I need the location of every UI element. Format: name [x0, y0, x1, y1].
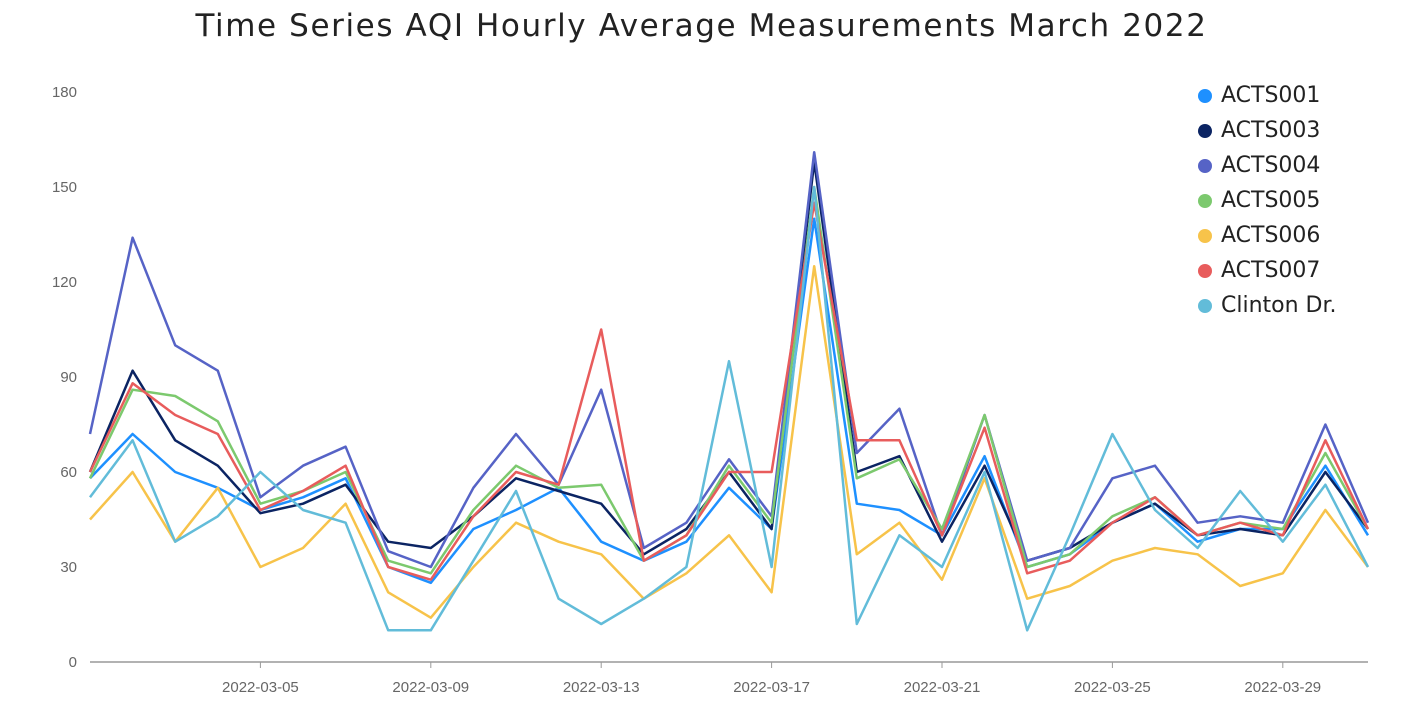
y-tick-label: 30: [60, 559, 77, 576]
legend-marker: [1198, 228, 1212, 243]
legend-label: ACTS001: [1221, 83, 1321, 108]
x-axis: 2022-03-05 2022-03-09 2022-03-13 2022-03-17…: [222, 662, 1321, 696]
y-tick-label: 180: [52, 84, 77, 101]
series-lines: [88, 150, 1370, 632]
legend-marker: [1198, 123, 1212, 138]
legend-item[interactable]: ACTS007: [1198, 253, 1337, 288]
x-tick-label: 2022-03-09: [392, 679, 469, 696]
x-tick-label: 2022-03-05: [222, 679, 299, 696]
legend-item[interactable]: ACTS005: [1198, 183, 1337, 218]
legend-marker: [1198, 298, 1212, 313]
series-line-clinton-dr: [88, 185, 1370, 632]
y-tick-label: 150: [52, 179, 77, 196]
series-line-acts004: [88, 150, 1370, 569]
legend-item[interactable]: ACTS004: [1198, 148, 1337, 183]
legend-label: ACTS006: [1221, 223, 1321, 248]
y-tick-label: 90: [60, 369, 77, 386]
y-tick-label: 60: [60, 464, 77, 481]
y-tick-label: 120: [52, 274, 77, 291]
legend-label: ACTS007: [1221, 258, 1321, 283]
series-line-acts006: [89, 264, 1370, 619]
x-tick-label: 2022-03-21: [904, 679, 981, 696]
legend-label: Clinton Dr.: [1221, 293, 1337, 318]
y-tick-label: 0: [69, 654, 77, 671]
legend-marker: [1198, 158, 1212, 173]
legend-item[interactable]: ACTS003: [1198, 113, 1337, 148]
legend: ACTS001 ACTS003 ACTS004 ACTS005 ACTS006 ACTS0…: [1198, 78, 1337, 323]
y-axis: 0 30 60 90 120 150 180: [52, 84, 77, 671]
legend-item[interactable]: Clinton Dr.: [1198, 288, 1337, 323]
x-tick-label: 2022-03-25: [1074, 679, 1151, 696]
x-tick-label: 2022-03-13: [563, 679, 640, 696]
legend-label: ACTS003: [1221, 118, 1321, 143]
chart-title: Time Series AQI Hourly Average Measureme…: [195, 8, 1208, 44]
legend-marker: [1198, 263, 1212, 278]
legend-marker: [1198, 193, 1212, 208]
legend-item[interactable]: ACTS006: [1198, 218, 1337, 253]
legend-label: ACTS005: [1221, 188, 1321, 213]
x-tick-label: 2022-03-17: [733, 679, 810, 696]
legend-label: ACTS004: [1221, 153, 1321, 178]
legend-marker: [1198, 88, 1212, 103]
legend-item[interactable]: ACTS001: [1198, 78, 1337, 113]
x-tick-label: 2022-03-29: [1244, 679, 1321, 696]
series-line-acts007: [88, 201, 1370, 581]
